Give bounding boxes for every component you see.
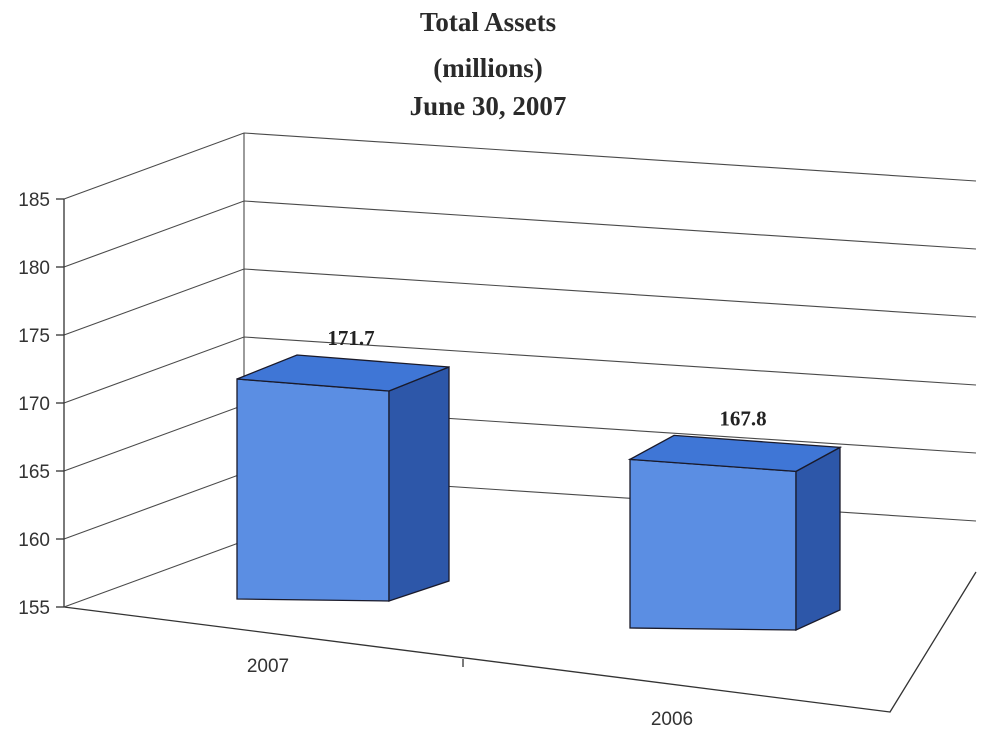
gridline bbox=[63, 132, 977, 200]
bar-2006 bbox=[627, 434, 843, 632]
bar-side-face bbox=[388, 366, 450, 602]
data-labels: 171.7 167.8 bbox=[327, 326, 766, 430]
y-tick-label: 170 bbox=[18, 394, 50, 415]
y-tick-label: 155 bbox=[18, 598, 50, 619]
gridline bbox=[63, 200, 977, 268]
gridline bbox=[63, 336, 977, 404]
bar-front-face bbox=[629, 458, 797, 631]
data-label: 171.7 bbox=[327, 326, 374, 350]
axes bbox=[56, 133, 977, 713]
bar-side-face bbox=[795, 446, 841, 632]
bar-top-face bbox=[236, 354, 450, 392]
chart-title: Total Assets (millions) June 30, 2007 bbox=[410, 7, 567, 121]
x-category-label: 2007 bbox=[247, 656, 289, 677]
y-tick-label: 180 bbox=[18, 258, 50, 279]
chart-title-line-2: (millions) bbox=[433, 53, 543, 83]
x-category-label: 2006 bbox=[651, 709, 693, 730]
gridline bbox=[63, 268, 977, 336]
y-axis-tick-labels: 155 160 165 170 175 180 185 bbox=[18, 190, 50, 619]
bar-front-face bbox=[236, 378, 390, 602]
x-axis-category-labels: 2007 2006 bbox=[247, 656, 693, 730]
bar-2007 bbox=[236, 354, 450, 602]
bars bbox=[236, 354, 843, 632]
y-tick-label: 175 bbox=[18, 326, 50, 347]
chart-title-line-3: June 30, 2007 bbox=[410, 91, 567, 121]
bar-top-face bbox=[627, 434, 843, 473]
y-tick-label: 160 bbox=[18, 530, 50, 551]
data-label: 167.8 bbox=[719, 406, 766, 430]
floor-left-edge bbox=[63, 540, 245, 608]
chart-title-line-1: Total Assets bbox=[420, 7, 556, 37]
y-tick-label: 185 bbox=[18, 190, 50, 211]
floor-edge bbox=[63, 571, 977, 713]
y-tick-label: 165 bbox=[18, 462, 50, 483]
